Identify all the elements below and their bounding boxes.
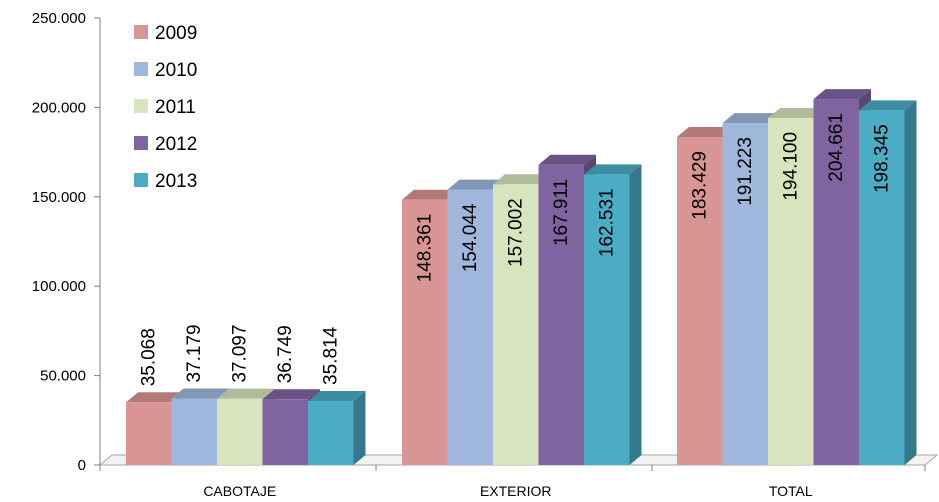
bar-side-face <box>629 164 642 465</box>
y-tick-label: 200.000 <box>32 99 86 116</box>
data-label: 191.223 <box>735 137 756 206</box>
bar-top-face <box>677 127 735 138</box>
legend-label: 2013 <box>155 171 197 192</box>
bar <box>402 199 448 465</box>
bar-top-face <box>171 388 229 399</box>
y-tick-label: 0 <box>78 457 86 474</box>
x-category-label: CABOTAJE <box>203 483 276 499</box>
bar <box>538 164 584 465</box>
data-label: 148.361 <box>415 214 436 283</box>
bar-top-face <box>308 390 366 401</box>
bar <box>447 189 493 465</box>
bar-top-face <box>584 164 642 175</box>
legend-label: 2012 <box>155 134 197 155</box>
bar <box>171 398 217 465</box>
legend: 2009 2010 2011 2012 2013 <box>134 23 197 192</box>
legend-label: 2010 <box>155 60 197 81</box>
bar <box>722 123 768 466</box>
bar <box>768 117 814 465</box>
data-label: 157.002 <box>506 198 527 267</box>
bars-group <box>126 89 917 466</box>
data-label: 183.429 <box>690 151 711 220</box>
data-label: 194.100 <box>781 132 802 201</box>
bar-side-face <box>353 390 366 465</box>
bar-side-face <box>904 100 917 466</box>
legend-swatch <box>134 136 148 150</box>
data-label: 37.179 <box>184 324 205 382</box>
x-category-label: EXTERIOR <box>480 483 552 499</box>
data-label: 35.068 <box>139 328 160 386</box>
bar <box>677 137 723 466</box>
bar-top-face <box>859 100 917 111</box>
legend-swatch <box>134 25 148 39</box>
x-category-label: TOTAL <box>769 483 813 499</box>
data-label: 36.749 <box>275 325 296 383</box>
bar-top-face <box>262 389 320 400</box>
y-tick-label: 250.000 <box>32 10 86 27</box>
bar-top-face <box>538 154 596 165</box>
legend-swatch <box>134 173 148 187</box>
bar <box>262 399 308 465</box>
data-label: 37.097 <box>230 325 251 383</box>
bar <box>813 99 859 465</box>
y-tick-label: 100.000 <box>32 278 86 295</box>
bar <box>126 402 172 465</box>
data-label: 204.661 <box>826 113 847 182</box>
bar <box>584 174 630 465</box>
bar-top-face <box>768 107 826 118</box>
y-tick-label: 150.000 <box>32 189 86 206</box>
bar-top-face <box>402 189 460 200</box>
bar <box>217 398 263 465</box>
data-labels-group: 35.068 37.179 37.097 36.749 35.814 148.361 154… <box>139 113 893 386</box>
bar <box>859 110 905 466</box>
data-label: 35.814 <box>321 326 342 385</box>
bar <box>308 400 354 465</box>
data-label: 154.044 <box>460 203 481 272</box>
bar-top-face <box>493 174 551 185</box>
data-label: 198.345 <box>872 124 893 193</box>
data-label: 162.531 <box>597 188 618 257</box>
legend-label: 2011 <box>155 97 196 118</box>
bar-top-face <box>217 388 275 399</box>
legend-swatch <box>134 99 148 113</box>
y-tick-label: 50.000 <box>40 368 86 385</box>
bar-top-face <box>722 113 780 124</box>
legend-label: 2009 <box>155 23 197 44</box>
bar-top-face <box>447 179 505 190</box>
data-label: 167.911 <box>551 179 572 246</box>
legend-swatch <box>134 62 148 76</box>
bar-top-face <box>126 392 184 403</box>
bar-top-face <box>813 89 871 100</box>
bar <box>493 184 539 465</box>
